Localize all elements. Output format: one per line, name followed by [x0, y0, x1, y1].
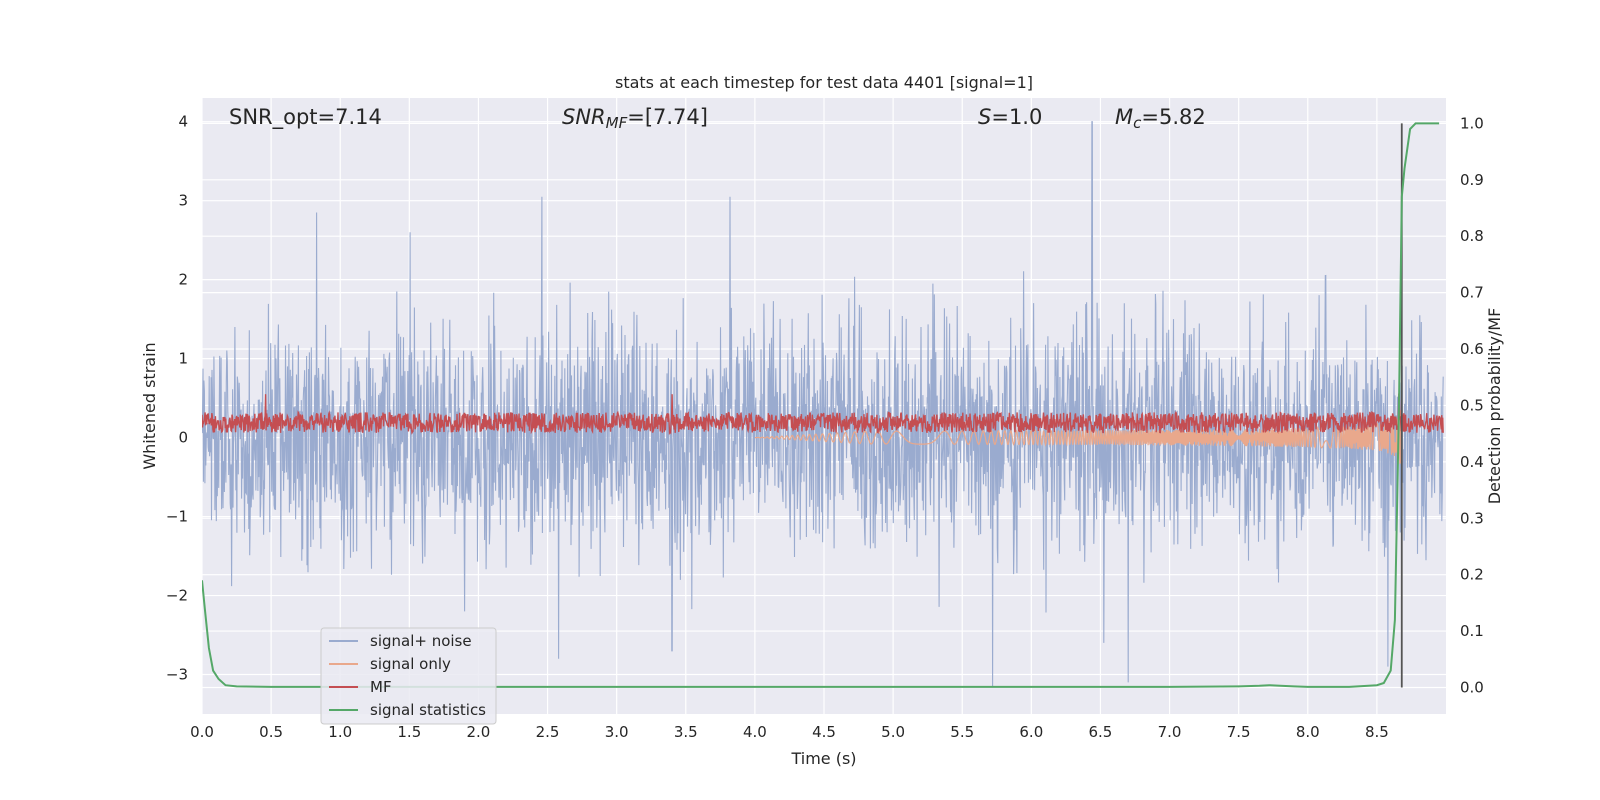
x-tick-label: 8.0 [1296, 723, 1320, 741]
x-tick-label: 1.5 [397, 723, 421, 741]
x-tick-label: 0.5 [259, 723, 283, 741]
x-tick-labels: 0.0 0.5 1.0 1.5 2.0 2.5 3.0 3.5 4.0 4.5 5.0 5.5 6.0 6… [190, 723, 1389, 741]
legend-label-signal-noise: signal+ noise [370, 632, 472, 650]
x-tick-label: 3.0 [605, 723, 629, 741]
y-right-tick-label: 0.1 [1460, 622, 1484, 640]
y-tick-label: 1 [178, 350, 188, 368]
signal-noise-series [202, 121, 1444, 687]
y-tick-label: −1 [166, 508, 188, 526]
snr-opt-annotation: SNR_opt=7.14 [229, 105, 382, 130]
y-right-tick-label: 1.0 [1460, 114, 1484, 132]
y-right-tick-label: 0.6 [1460, 340, 1484, 358]
x-tick-label: 2.5 [536, 723, 560, 741]
snr-mf-annotation: SNRMF=[7.74] [562, 105, 708, 132]
x-tick-label: 4.0 [743, 723, 767, 741]
y-tick-label: 3 [178, 192, 188, 210]
y-right-tick-label: 0.8 [1460, 227, 1484, 245]
signal-statistics-series [202, 122, 1440, 688]
legend-label-mf: MF [370, 678, 392, 696]
x-tick-label: 6.5 [1089, 723, 1113, 741]
y-tick-label: 0 [178, 429, 188, 447]
x-tick-label: 1.0 [328, 723, 352, 741]
x-axis-label: Time (s) [790, 749, 856, 768]
x-tick-label: 4.5 [812, 723, 836, 741]
y-right-tick-label: 0.7 [1460, 284, 1484, 302]
y-right-tick-labels: 0.0 0.1 0.2 0.3 0.4 0.5 0.6 0.7 0.8 0.9 1.0 [1460, 114, 1484, 696]
x-tick-label: 5.0 [881, 723, 905, 741]
y-right-tick-label: 0.3 [1460, 509, 1484, 527]
y-right-axis-label: Detection probability/MF [1485, 308, 1504, 505]
legend-box [320, 627, 497, 725]
x-tick-label: 2.0 [467, 723, 491, 741]
signal-noise-line [202, 121, 1444, 687]
signal-only-series [754, 410, 1402, 464]
x-tick-label: 5.5 [950, 723, 974, 741]
x-tick-label: 0.0 [190, 723, 214, 741]
legend: signal+ noise signal only MF signal stat… [320, 627, 497, 725]
mc-annotation: Mc=5.82 [1115, 105, 1206, 132]
y-tick-label: 2 [178, 271, 188, 289]
legend-label-signal-only: signal only [370, 655, 451, 673]
y-right-tick-label: 0.9 [1460, 171, 1484, 189]
y-axis-label: Whitened strain [140, 342, 159, 469]
y-right-tick-label: 0.5 [1460, 396, 1484, 414]
s-annotation: S=1.0 [978, 105, 1042, 129]
mf-series [202, 393, 1444, 436]
y-right-tick-label: 0.4 [1460, 453, 1484, 471]
x-tick-label: 8.5 [1365, 723, 1389, 741]
mf-line [202, 393, 1444, 436]
y-tick-label: 4 [178, 113, 188, 131]
x-tick-label: 7.0 [1158, 723, 1182, 741]
y-right-tick-label: 0.2 [1460, 566, 1484, 584]
y-tick-label: −2 [166, 587, 188, 605]
legend-label-signal-statistics: signal statistics [370, 701, 486, 719]
chart-title: stats at each timestep for test data 440… [615, 73, 1033, 92]
signal-only-line [754, 410, 1402, 464]
y-tick-labels: −3 −2 −1 0 1 2 3 4 [166, 113, 188, 684]
y-tick-label: −3 [166, 666, 188, 684]
x-tick-label: 7.5 [1227, 723, 1251, 741]
x-tick-label: 3.5 [674, 723, 698, 741]
signal-statistics-line [202, 122, 1440, 688]
x-tick-label: 6.0 [1019, 723, 1043, 741]
y-right-tick-label: 0.0 [1460, 678, 1484, 696]
